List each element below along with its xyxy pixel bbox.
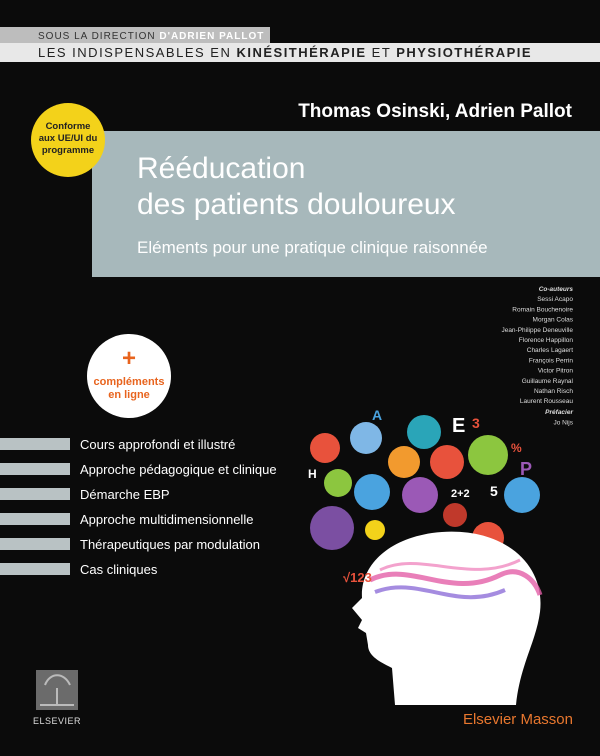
coauthor: Victor Pitron — [538, 368, 574, 375]
illustration — [310, 415, 543, 705]
icon — [504, 477, 540, 513]
director-prefix: SOUS LA DIRECTION D'ADRIEN PALLOT — [38, 31, 264, 42]
badge-line: Conforme — [46, 121, 91, 132]
glyph: P — [520, 459, 532, 479]
feature-bar — [0, 563, 70, 575]
icon — [354, 474, 390, 510]
credits-heading: Co-auteurs — [539, 286, 574, 293]
glyph: H — [308, 467, 317, 481]
badge-line: programme — [42, 145, 94, 156]
glyph: A — [372, 407, 382, 423]
icon — [324, 469, 352, 497]
glyph: 2+2 — [451, 488, 470, 500]
swirl — [379, 558, 521, 572]
series-name: LES INDISPENSABLES EN KINÉSITHÉRAPIE ET … — [38, 45, 532, 60]
online-circle — [87, 334, 171, 418]
icon — [468, 435, 508, 475]
glyph: 3 — [472, 415, 480, 431]
coauthor: Nathan Risch — [534, 388, 573, 395]
coauthor: Morgan Colas — [533, 317, 574, 324]
coauthor: Charles Lagaert — [527, 347, 573, 354]
feature: Approche multidimensionnelle — [80, 512, 253, 527]
feature-bar — [0, 513, 70, 525]
glyph: E — [452, 415, 465, 437]
coauthor: Sessi Acapo — [537, 296, 573, 303]
online-text: en ligne — [108, 389, 150, 401]
icon — [402, 477, 438, 513]
icon — [365, 520, 385, 540]
coauthor: Guillaume Raynal — [522, 378, 574, 385]
feature: Cours approfondi et illustré — [80, 437, 235, 452]
coauthor: Laurent Rousseau — [520, 398, 574, 405]
icon — [430, 445, 464, 479]
swirl — [368, 569, 543, 596]
icon — [443, 503, 467, 527]
credits: Co-auteurs Sessi Acapo Romain Bouchenoire M… — [501, 286, 573, 426]
badge — [31, 103, 105, 177]
feature: Approche pédagogique et clinique — [80, 462, 277, 477]
feature-bar — [0, 438, 70, 450]
icon — [310, 433, 340, 463]
online-plus: + — [122, 345, 136, 372]
series-band — [0, 43, 600, 62]
icon — [310, 506, 354, 550]
icon — [350, 422, 382, 454]
coauthor: Romain Bouchenoire — [512, 306, 573, 313]
title-line: des patients douloureux — [137, 188, 456, 221]
glyph: 5 — [490, 483, 498, 499]
publisher-logo: ELSEVIER — [33, 716, 81, 726]
logo-detail — [40, 674, 74, 706]
glyph: H₂O — [480, 624, 500, 635]
feature: Démarche EBP — [80, 487, 170, 502]
feature-bar — [0, 463, 70, 475]
coauthor: Jean-Philippe Deneuville — [501, 327, 573, 334]
badge-line: aux UE/UI du — [39, 133, 98, 144]
icon — [407, 415, 441, 449]
feature-list: Cours approfondi et illustré Approche péd… — [0, 437, 277, 577]
director-band — [0, 27, 270, 43]
credits-heading: Préfacier — [545, 409, 573, 416]
coauthor: Florence Happillon — [519, 337, 574, 344]
feature: Thérapeutiques par modulation — [80, 537, 260, 552]
online-text: compléments — [94, 376, 165, 388]
title-box — [92, 131, 600, 277]
title-line: Rééducation — [137, 152, 305, 185]
glyphs: E 3% P 2+2 5 H √123 H₂O A — [308, 407, 532, 635]
imprint: Elsevier Masson — [463, 711, 573, 728]
feature-bar — [0, 538, 70, 550]
subtitle: Eléments pour une pratique clinique rais… — [137, 238, 488, 257]
glyph: √123 — [343, 570, 372, 585]
icon — [388, 446, 420, 478]
coauthor: François Perrin — [529, 357, 573, 364]
authors: Thomas Osinski, Adrien Pallot — [298, 101, 572, 122]
swirl — [374, 585, 506, 600]
glyph: % — [511, 441, 522, 455]
feature-bar — [0, 488, 70, 500]
feature: Cas cliniques — [80, 562, 158, 577]
prefacer: Jo Nijs — [553, 419, 573, 426]
